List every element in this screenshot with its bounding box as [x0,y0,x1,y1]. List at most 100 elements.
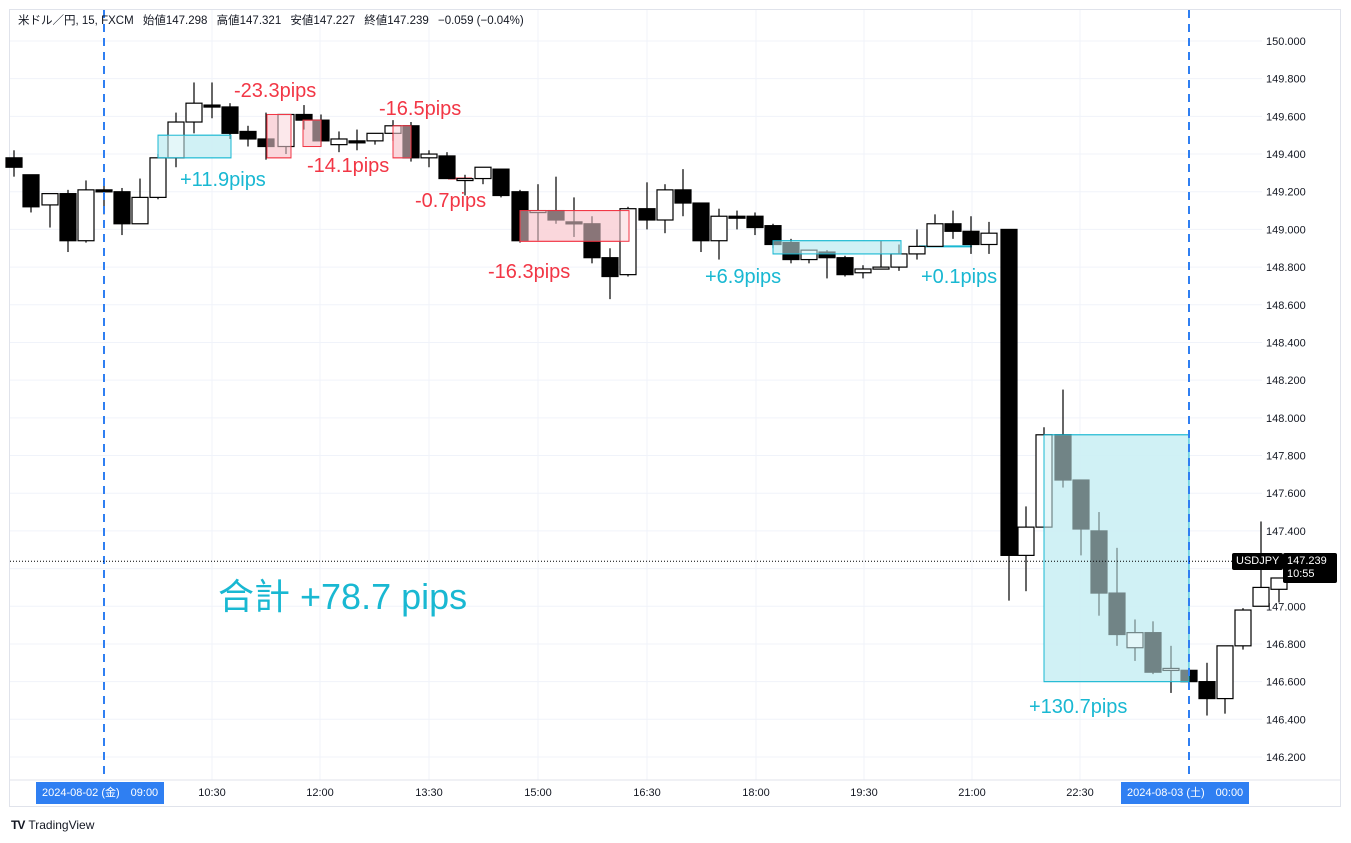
candle-up [131,196,149,225]
legend-low: 安値147.227 [290,15,355,27]
time-axis-label: 15:00 [524,787,552,799]
candle-up [926,223,944,247]
candle-up [656,189,674,221]
candle-up [420,153,438,159]
candle-up [1252,586,1270,607]
price-axis-label: 148.600 [1266,300,1306,312]
price-axis-label: 149.200 [1266,187,1306,199]
trade-pips-label: +6.9pips [705,266,781,288]
candle-down [5,157,23,168]
trade-box-overlay [302,119,322,148]
current-price-value: 147.239 [1287,555,1327,567]
trade-pips-label: -23.3pips [234,80,316,102]
trade-pips-label: +130.7pips [1029,696,1127,718]
price-axis-label: 147.000 [1266,601,1306,613]
legend-symbol[interactable]: 米ドル／円, 15, FXCM [18,15,134,27]
candle-up [872,266,890,270]
session-end-time-tag: 2024-08-03 (土) 00:00 [1121,782,1250,804]
candle-up [330,138,348,146]
price-axis-label: 147.600 [1266,488,1306,500]
candle-down [962,230,980,246]
candle-up [149,157,167,198]
brand-label: TradingView [28,818,95,832]
candle-down [601,257,619,278]
candle-down [22,174,40,208]
session-start-time-tag: 2024-08-02 (金) 09:00 [36,782,165,804]
current-price-tag: 147.239 10:55 [1283,553,1337,583]
price-axis-label: 149.000 [1266,224,1306,236]
legend-close: 終値147.239 [364,15,429,27]
total-pips-label: 合計 +78.7 pips [218,576,468,617]
price-axis-label: 150.000 [1266,36,1306,48]
legend-high: 高値147.321 [216,15,282,27]
candle-down [674,189,692,204]
candle-up [474,166,492,180]
candle-up [185,102,203,123]
candle-up [854,268,872,274]
time-axis-label: 18:00 [742,787,770,799]
symbol-legend: 米ドル／円, 15, FXCM 始値147.298 高値147.321 安値14… [18,12,530,28]
trade-pips-label: +11.9pips [180,169,266,191]
trade-pips-label: -16.5pips [379,98,461,120]
price-axis-label: 148.000 [1266,413,1306,425]
candle-down [438,155,456,180]
price-axis-label: 148.200 [1266,375,1306,387]
candle-down [113,191,131,225]
trade-box-overlay [519,210,630,242]
time-axis-label: 10:30 [198,787,226,799]
candle-up [1216,645,1234,700]
price-axis-label: 148.400 [1266,337,1306,349]
candle-down [95,189,113,193]
time-axis-label: 21:00 [958,787,986,799]
candle-up [710,215,728,242]
candle-up [980,232,998,246]
trade-box-overlay [772,240,902,255]
tradingview-logo-icon: TV [11,818,25,832]
candle-down [203,104,221,108]
price-axis-label: 149.600 [1266,111,1306,123]
trade-box-overlay [392,125,412,159]
candle-up [77,189,95,242]
tradingview-brand[interactable]: TV TradingView [11,818,94,832]
candle-down [728,215,746,219]
time-axis-label: 13:30 [415,787,443,799]
legend-change: −0.059 (−0.04%) [437,15,524,27]
time-axis-label: 19:30 [850,787,878,799]
candle-up [41,193,59,206]
legend-open: 始値147.298 [142,15,208,27]
candle-down [221,106,239,134]
price-axis-label: 146.800 [1266,639,1306,651]
trade-pips-label: -14.1pips [307,155,389,177]
candle-up [366,132,384,142]
candle-down [944,223,962,232]
price-axis-label: 149.800 [1266,74,1306,86]
chart-frame [9,9,1341,807]
trade-box-overlay [1043,434,1190,683]
trade-pips-label: +0.1pips [921,266,997,288]
candle-down [348,140,366,144]
trade-pips-label: -16.3pips [488,261,570,283]
candle-down [638,208,656,221]
candle-up [456,177,474,182]
candle-up [1270,577,1288,590]
price-axis-label: 149.400 [1266,149,1306,161]
time-axis-label: 16:30 [633,787,661,799]
candle-down [295,113,313,121]
candle-up [908,245,926,255]
candle-down [492,168,510,197]
trade-box-overlay [157,134,232,159]
candle-down [1000,228,1018,556]
time-axis-label: 12:00 [306,787,334,799]
price-axis-label: 146.400 [1266,714,1306,726]
candle-down [239,130,257,140]
symbol-price-tag: USDJPY [1232,553,1284,570]
candle-up [1234,609,1252,647]
candle-down [746,215,764,229]
price-axis-label: 147.800 [1266,451,1306,463]
candle-up [890,253,908,268]
trade-pips-label: -0.7pips [415,190,486,212]
price-axis-label: 146.600 [1266,677,1306,689]
trade-box-overlay [266,113,292,159]
price-axis-label: 147.400 [1266,526,1306,538]
